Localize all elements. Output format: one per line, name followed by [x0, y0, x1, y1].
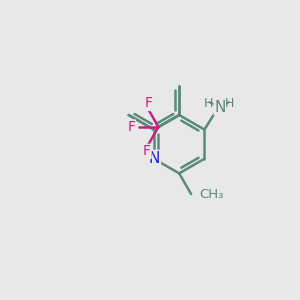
Text: F: F	[127, 120, 135, 134]
Text: N: N	[148, 151, 160, 166]
Text: F: F	[143, 144, 151, 158]
Text: N: N	[214, 100, 226, 115]
Text: CH₃: CH₃	[199, 188, 224, 200]
Text: H: H	[203, 97, 213, 110]
Text: F: F	[145, 96, 152, 110]
Text: H: H	[225, 97, 235, 110]
